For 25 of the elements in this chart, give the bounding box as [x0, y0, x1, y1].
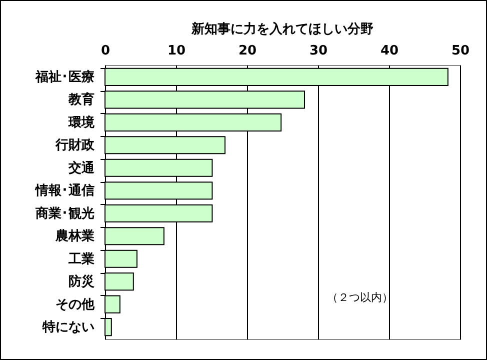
bar	[104, 295, 120, 314]
y-tick-label: 福祉･医療	[34, 68, 94, 85]
bar	[104, 250, 138, 268]
x-tick-label: 20	[238, 44, 257, 58]
y-tick-label: 環境	[68, 114, 96, 130]
bar	[104, 318, 112, 336]
y-tick-label: 情報･通信	[34, 182, 94, 199]
y-tick-label: 教育	[68, 92, 94, 108]
bar	[104, 227, 164, 246]
y-tick-label: 交通	[68, 160, 96, 176]
x-tick-label: 30	[309, 44, 328, 58]
chart-title: 新知事に力を入れてほしい分野	[190, 21, 374, 37]
x-tick-label: 50	[451, 44, 470, 58]
annotation: （２つ以内）	[327, 291, 393, 304]
x-tick-label: 40	[380, 44, 399, 58]
y-tick-label: 防災	[68, 274, 94, 290]
y-tick-label: 行財政	[54, 138, 96, 154]
x-tick-label: 0	[100, 44, 110, 58]
y-tick-label: 工業	[68, 252, 94, 267]
y-tick-label: 特にない	[42, 320, 94, 336]
y-tick-label: 農林業	[54, 229, 94, 244]
x-tick-label: 10	[167, 44, 186, 58]
bar	[104, 272, 134, 291]
y-tick-label: 商業･観光	[34, 205, 94, 222]
y-tick-label: その他	[56, 297, 96, 312]
